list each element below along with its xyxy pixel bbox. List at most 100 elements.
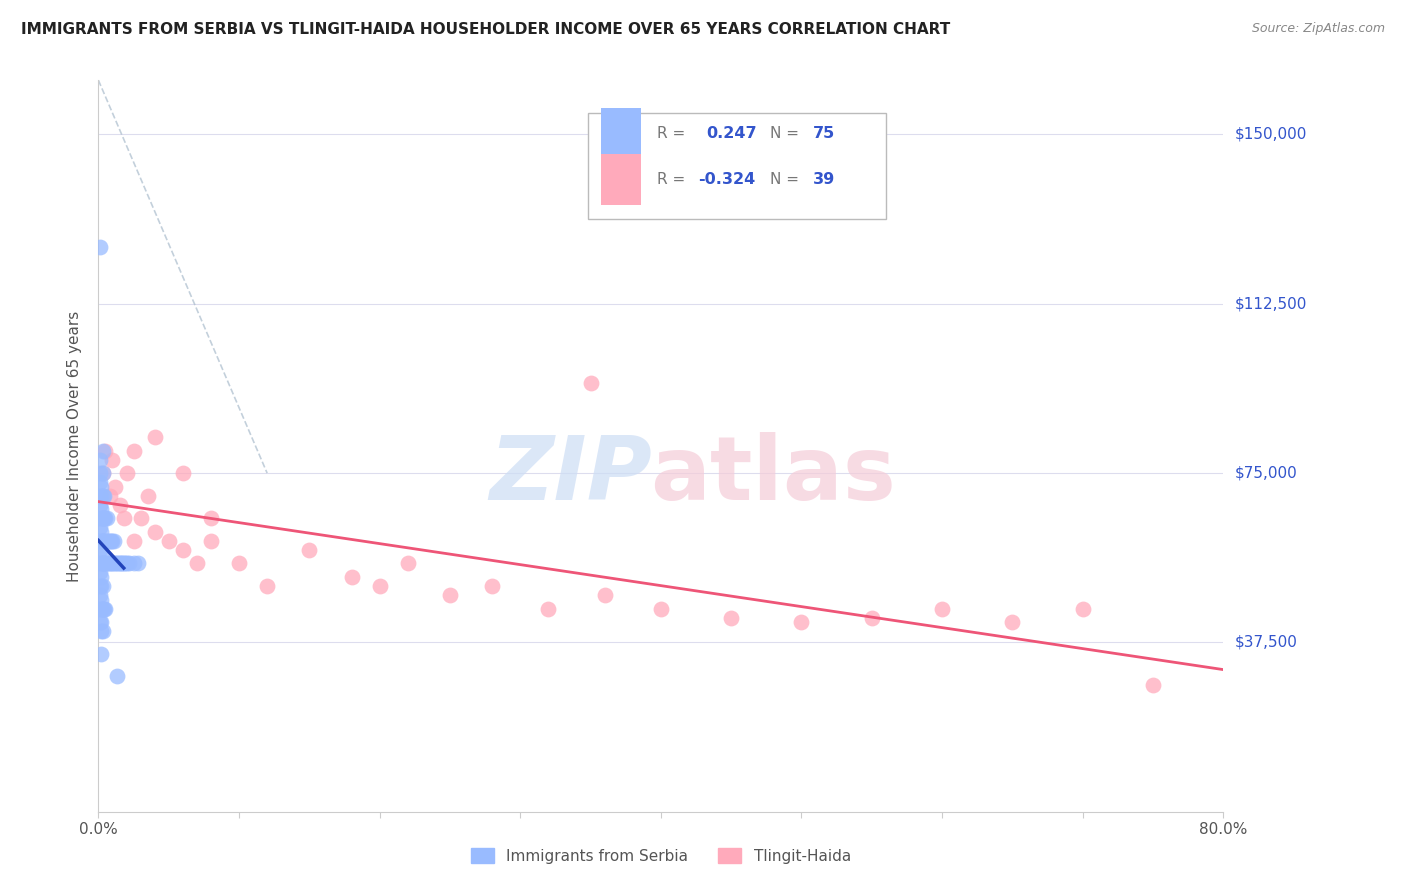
Text: -0.324: -0.324 (697, 172, 755, 187)
Point (100, 557, 122, 571)
Text: $37,500: $37,500 (1234, 635, 1298, 650)
Text: R =: R = (658, 172, 690, 187)
Text: $150,000: $150,000 (1234, 127, 1306, 142)
Point (90, 570, 112, 584)
Point (90, 615, 112, 629)
Point (89, 542, 111, 557)
Legend: Immigrants from Serbia, Tlingit-Haida: Immigrants from Serbia, Tlingit-Haida (464, 842, 858, 870)
Point (89, 615, 111, 629)
Text: 39: 39 (813, 172, 835, 187)
Point (790, 615, 813, 629)
Point (101, 557, 124, 571)
Point (101, 533, 124, 548)
Text: Source: ZipAtlas.com: Source: ZipAtlas.com (1251, 22, 1385, 36)
Point (94, 443, 117, 458)
Point (91, 511, 114, 525)
Text: $75,000: $75,000 (1234, 466, 1298, 481)
Point (91, 489, 114, 503)
Point (537, 601, 560, 615)
Text: IMMIGRANTS FROM SERBIA VS TLINGIT-HAIDA HOUSEHOLDER INCOME OVER 65 YEARS CORRELA: IMMIGRANTS FROM SERBIA VS TLINGIT-HAIDA … (21, 22, 950, 37)
Point (105, 557, 128, 571)
Point (98, 533, 121, 548)
Point (143, 430, 166, 444)
Point (89, 601, 111, 615)
Point (90, 557, 112, 571)
Point (89, 520, 111, 534)
Point (172, 542, 194, 557)
Point (122, 557, 145, 571)
Point (136, 489, 159, 503)
Point (89, 466, 111, 480)
Point (96, 511, 118, 525)
Y-axis label: Householder Income Over 65 years: Householder Income Over 65 years (67, 310, 83, 582)
Text: N =: N = (770, 172, 804, 187)
Point (96, 557, 118, 571)
Point (91, 466, 114, 480)
Point (650, 601, 672, 615)
Point (396, 557, 419, 571)
Point (91, 624, 114, 639)
Point (118, 557, 141, 571)
Point (89, 475, 111, 489)
Point (1071, 601, 1094, 615)
Point (172, 466, 194, 480)
Point (94, 601, 117, 615)
Point (481, 579, 503, 593)
Point (256, 579, 278, 593)
Point (101, 452, 124, 467)
Point (89, 557, 111, 571)
Point (93, 533, 115, 548)
Point (228, 557, 250, 571)
Point (103, 533, 125, 548)
Text: 0.247: 0.247 (706, 126, 756, 141)
Point (91, 533, 114, 548)
Point (90, 592, 112, 607)
Point (89, 240, 111, 254)
Point (97, 557, 120, 571)
Point (1142, 678, 1164, 692)
Point (94, 557, 117, 571)
Point (439, 588, 461, 602)
Point (593, 588, 616, 602)
Point (100, 533, 122, 548)
Point (129, 511, 152, 525)
Point (90, 579, 112, 593)
Point (89, 452, 111, 467)
Point (112, 511, 135, 525)
Point (110, 557, 132, 571)
Point (89, 566, 111, 580)
Bar (602, 154, 641, 205)
Text: R =: R = (658, 126, 690, 141)
Point (122, 443, 145, 458)
Point (90, 480, 112, 494)
Point (90, 547, 112, 561)
Point (107, 557, 129, 571)
Point (108, 557, 131, 571)
Point (89, 498, 111, 512)
Point (368, 579, 391, 593)
Point (91, 557, 114, 571)
Point (860, 610, 883, 624)
Point (720, 610, 742, 624)
Point (90, 502, 112, 516)
Point (90, 647, 112, 661)
Point (1001, 615, 1024, 629)
Text: N =: N = (770, 126, 804, 141)
Point (89, 511, 111, 525)
Point (91, 443, 114, 458)
Point (108, 498, 131, 512)
Point (104, 557, 127, 571)
Point (93, 601, 115, 615)
Point (89, 533, 111, 548)
Point (200, 511, 222, 525)
Point (157, 533, 180, 548)
Point (93, 511, 115, 525)
Point (91, 466, 114, 480)
Point (143, 524, 166, 539)
Point (115, 466, 138, 480)
Point (97, 533, 120, 548)
Point (931, 601, 953, 615)
Point (111, 557, 134, 571)
Point (98, 557, 121, 571)
Point (103, 557, 125, 571)
